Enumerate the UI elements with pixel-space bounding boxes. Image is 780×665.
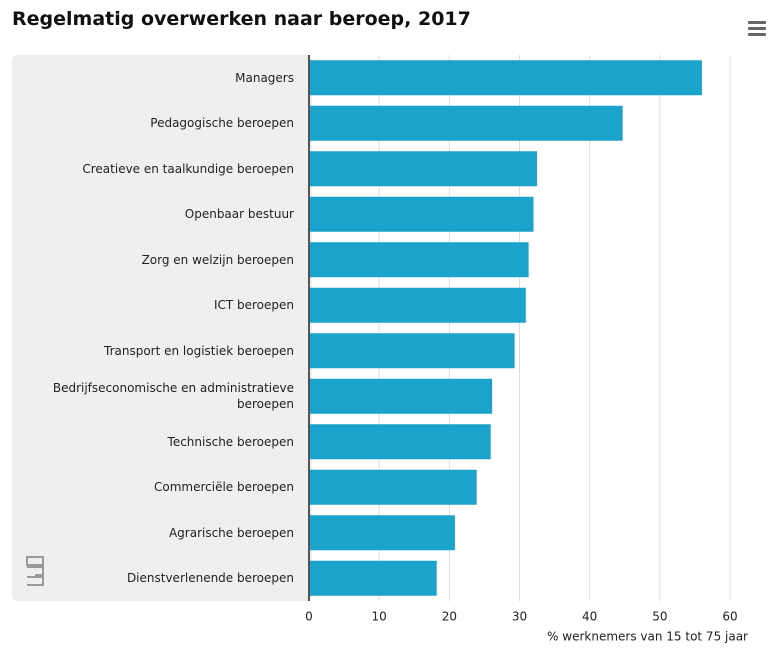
y-tick-label: Creatieve en taalkundige beroepen: [82, 161, 294, 176]
bar: [309, 424, 491, 460]
x-tick-label: 0: [305, 610, 313, 624]
bar: [309, 287, 526, 323]
x-tick-label: 40: [582, 610, 597, 624]
bar: [309, 105, 623, 141]
menu-icon[interactable]: [748, 21, 766, 36]
x-tick-label: 50: [652, 610, 667, 624]
chart-title: Regelmatig overwerken naar beroep, 2017: [12, 8, 471, 30]
bar: [309, 515, 455, 551]
bar: [309, 196, 534, 232]
x-axis-title: % werknemers van 15 tot 75 jaar: [547, 630, 748, 644]
bar: [309, 469, 477, 505]
y-tick-label: Bedrijfseconomische en administratieve b…: [52, 381, 294, 412]
bar: [309, 151, 538, 187]
x-tick-label: 30: [512, 610, 527, 624]
y-tick-label: Dienstverlenende beroepen: [126, 571, 294, 586]
x-tick-label: 10: [372, 610, 387, 624]
y-tick-label: Transport en logistiek beroepen: [104, 343, 294, 358]
y-tick-label: ICT beroepen: [213, 298, 294, 313]
bar: [309, 333, 515, 369]
y-tick-label: Openbaar bestuur: [184, 207, 294, 222]
x-tick-label: 20: [442, 610, 457, 624]
y-tick-label: Technische beroepen: [167, 434, 294, 449]
y-tick-label: Agrarische beroepen: [168, 525, 294, 540]
x-tick-label: 60: [722, 610, 737, 624]
y-tick-label: Pedagogische beroepen: [150, 116, 294, 131]
bar: [309, 378, 493, 414]
bar: [309, 560, 437, 596]
y-tick-label: Managers: [235, 70, 294, 85]
logo: [26, 556, 44, 586]
y-tick-label: Zorg en welzijn beroepen: [141, 252, 294, 267]
label-panel: [12, 55, 312, 601]
bar: [309, 242, 529, 278]
y-tick-label: Commerciële beroepen: [154, 480, 294, 495]
bar: [309, 60, 702, 96]
